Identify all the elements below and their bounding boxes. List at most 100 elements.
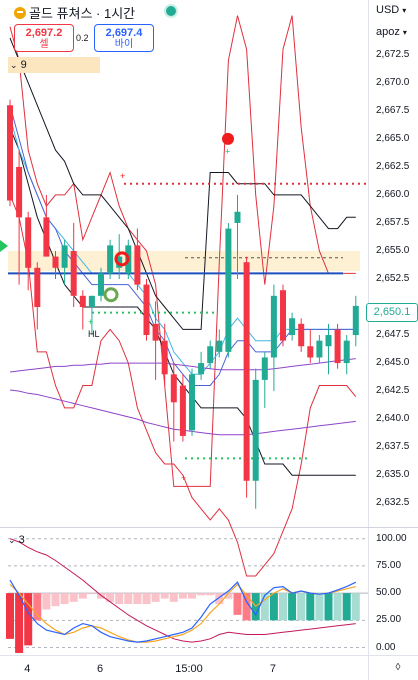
osc-histogram-bar	[297, 593, 306, 621]
candle-body[interactable]	[298, 323, 305, 347]
main-indicator-legend[interactable]: ⌄ 9	[8, 57, 100, 73]
time-tick-label: 15:00	[175, 663, 203, 675]
outer-ma-line	[9, 37, 356, 330]
candle-body[interactable]	[134, 245, 141, 285]
osc-histogram-bar	[260, 593, 269, 621]
osc-histogram-bar	[124, 593, 133, 605]
candle-body[interactable]	[307, 346, 314, 358]
candle-body[interactable]	[79, 295, 86, 308]
currency-select[interactable]: USD ▾	[370, 0, 418, 20]
candle-body[interactable]	[243, 262, 250, 481]
red-signal-dot[interactable]	[222, 132, 234, 145]
symbol-title[interactable]: 골드 퓨쳐스 · 1시간	[14, 3, 135, 22]
candle-body[interactable]	[225, 228, 232, 352]
osc-tick-label: 0.00	[376, 641, 396, 653]
price-tick-label: 2,672.5	[376, 48, 410, 60]
candle-body[interactable]	[143, 284, 150, 336]
candle-body[interactable]	[61, 245, 68, 268]
osc-histogram-bar	[78, 593, 87, 599]
sub-indicator-legend[interactable]: ⌄ 3	[8, 534, 25, 546]
osc-histogram-bar	[69, 593, 78, 602]
sell-button[interactable]: 2,697.2 셀	[14, 24, 74, 52]
chevron-down-icon: ▾	[402, 28, 407, 37]
osc-blue-line	[9, 579, 357, 643]
osc-histogram-bar	[60, 593, 69, 605]
candle-body[interactable]	[152, 323, 159, 341]
candle-body[interactable]	[261, 357, 268, 380]
candle-body[interactable]	[43, 217, 50, 257]
red-ring-marker[interactable]	[114, 251, 130, 267]
candle-body[interactable]	[234, 211, 241, 223]
candle-body[interactable]	[16, 166, 23, 218]
osc-magenta-line	[9, 538, 356, 643]
osc-histogram-bar	[242, 593, 251, 621]
tradingview-logo-icon[interactable]: ◊	[395, 662, 401, 673]
osc-histogram-bar	[315, 593, 324, 621]
osc-histogram-bar	[15, 593, 24, 653]
candle-body[interactable]	[179, 385, 186, 436]
candle-body[interactable]	[207, 346, 214, 364]
candle-body[interactable]	[198, 363, 205, 375]
scale-select[interactable]: apoz ▾	[370, 22, 418, 42]
supply-zone	[8, 250, 360, 272]
oscillator-pane[interactable]	[6, 538, 368, 653]
candle-body[interactable]	[270, 295, 277, 358]
signal-markers[interactable]: + + + +	[88, 132, 234, 483]
osc-tick-label: 75.00	[376, 559, 402, 571]
candle-body[interactable]	[107, 245, 114, 274]
price-tick-label: 2,670.0	[376, 76, 410, 88]
candle-body[interactable]	[189, 374, 195, 431]
candle-body[interactable]	[280, 290, 286, 341]
candle-body[interactable]	[88, 295, 95, 308]
price-tick-label: 2,645.0	[376, 357, 410, 369]
candle-body[interactable]	[352, 305, 359, 336]
header-bar: 골드 퓨쳐스 · 1시간	[0, 0, 368, 22]
zones	[8, 250, 360, 272]
candle-body[interactable]	[7, 105, 13, 201]
candle-body[interactable]	[161, 340, 168, 375]
candle-body[interactable]	[70, 250, 77, 296]
osc-histogram-bar	[160, 593, 169, 599]
candle-body[interactable]	[216, 340, 223, 352]
upper-band-line	[9, 15, 356, 487]
chevron-down-icon[interactable]: ⌄	[8, 535, 16, 545]
candle-body[interactable]	[343, 340, 350, 364]
candle-body[interactable]	[25, 217, 32, 268]
osc-histogram-bar	[87, 593, 96, 595]
osc-histogram-bar	[224, 593, 233, 599]
chevron-down-icon[interactable]: ⌄	[10, 60, 18, 70]
candle-body[interactable]	[325, 335, 332, 347]
osc-histogram-bar	[42, 593, 51, 610]
time-tick-label: 6	[97, 663, 104, 675]
candle-body[interactable]	[252, 379, 259, 481]
osc-histogram-bar	[51, 593, 60, 607]
price-tick-label: 2,635.0	[376, 469, 410, 481]
osc-histogram-bar	[142, 593, 151, 605]
plus-marker: +	[181, 473, 186, 483]
osc-tick-label: 25.00	[376, 614, 402, 626]
current-price-label: 2,650.1	[366, 303, 418, 322]
candle-body[interactable]	[289, 318, 296, 336]
candle-body[interactable]	[116, 256, 123, 268]
candle-body[interactable]	[316, 340, 323, 358]
osc-histogram-bar	[197, 593, 206, 596]
gold-coin-icon	[14, 7, 26, 19]
candle-body[interactable]	[334, 329, 341, 364]
candle-body[interactable]	[98, 273, 104, 296]
candle-body[interactable]	[52, 256, 59, 268]
left-arrow-marker[interactable]	[0, 240, 8, 252]
candles[interactable]	[7, 99, 359, 509]
sell-price: 2,697.2	[25, 27, 63, 39]
osc-tick-label: 100.00	[376, 532, 407, 544]
candle-body[interactable]	[34, 267, 41, 308]
osc-histogram-bar	[269, 593, 278, 621]
candle-body[interactable]	[170, 374, 177, 403]
price-tick-label: 2,657.5	[376, 216, 410, 228]
time-tick-label: 7	[269, 663, 277, 675]
green-ring-marker[interactable]	[103, 287, 119, 303]
price-tick-label: 2,632.5	[376, 497, 410, 509]
indicator-count: 9	[20, 59, 27, 71]
buy-button[interactable]: 2,697.4 바이	[94, 24, 154, 52]
